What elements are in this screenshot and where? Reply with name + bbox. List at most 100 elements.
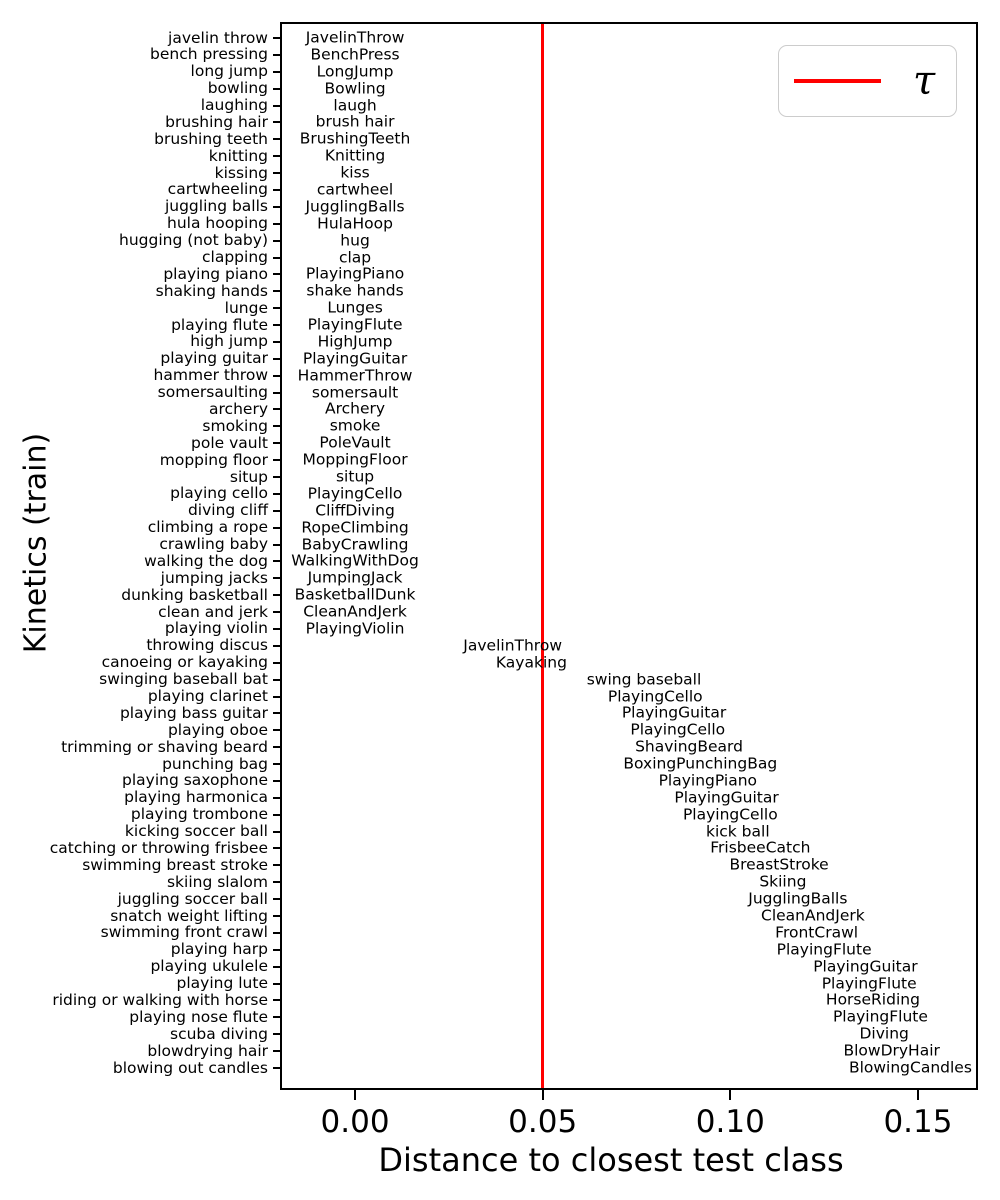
y-tick-label: swimming front crawl xyxy=(100,923,268,942)
y-tick-label: blowing out candles xyxy=(112,1058,268,1077)
y-tick-label: blowdrying hair xyxy=(147,1041,268,1060)
tau-threshold-line xyxy=(541,24,545,1088)
y-tick-label: archery xyxy=(209,399,268,418)
y-axis-label: Kinetics (train) xyxy=(18,432,54,654)
annotation-closest-test-class: PlayingFlute xyxy=(776,940,872,959)
annotation-closest-test-class: RopeClimbing xyxy=(301,518,409,537)
y-tick-mark xyxy=(273,37,281,39)
annotation-closest-test-class: BlowingCandles xyxy=(848,1058,972,1077)
annotation-closest-test-class: Skiing xyxy=(759,872,807,891)
y-tick-mark xyxy=(273,1050,281,1053)
y-tick-mark xyxy=(273,678,281,681)
y-tick-label: playing bass guitar xyxy=(119,703,268,722)
y-tick-label: playing harp xyxy=(170,940,268,959)
y-tick-label: playing saxophone xyxy=(122,771,268,790)
y-tick-label: clean and jerk xyxy=(158,602,268,621)
y-tick-mark xyxy=(273,442,281,445)
y-tick-label: climbing a rope xyxy=(147,518,268,537)
annotation-closest-test-class: CliffDiving xyxy=(315,501,395,520)
y-tick-label: canoeing or kayaking xyxy=(101,653,268,672)
y-tick-mark xyxy=(273,425,281,428)
x-tick-mark xyxy=(354,1090,357,1100)
y-tick-mark xyxy=(273,594,281,597)
y-tick-label: somersaulting xyxy=(157,383,268,402)
annotation-closest-test-class: kick ball xyxy=(705,822,770,841)
annotation-closest-test-class: ShavingBeard xyxy=(635,737,743,756)
annotation-closest-test-class: PlayingFlute xyxy=(821,974,917,993)
annotation-closest-test-class: PoleVault xyxy=(319,433,391,452)
x-tick-mark xyxy=(541,1090,544,1100)
annotation-closest-test-class: BreastStroke xyxy=(729,855,829,874)
y-tick-mark xyxy=(273,1016,281,1019)
y-tick-mark xyxy=(273,459,281,462)
annotation-closest-test-class: PlayingPiano xyxy=(658,771,758,790)
y-tick-mark xyxy=(273,915,281,918)
annotation-closest-test-class: MoppingFloor xyxy=(302,450,408,469)
y-tick-mark xyxy=(273,543,281,546)
y-tick-label: crawling baby xyxy=(159,535,268,554)
y-tick-mark xyxy=(273,222,281,225)
y-tick-mark xyxy=(273,138,281,141)
y-tick-label: jumping jacks xyxy=(160,568,268,587)
y-tick-label: brushing hair xyxy=(165,112,268,131)
y-tick-mark xyxy=(273,357,281,360)
y-tick-mark xyxy=(273,830,281,833)
y-tick-label: brushing teeth xyxy=(154,129,268,148)
y-tick-mark xyxy=(273,205,281,208)
annotation-closest-test-class: JavelinThrow xyxy=(463,636,563,655)
annotation-closest-test-class: situp xyxy=(335,467,375,486)
legend: τ xyxy=(778,45,957,117)
y-tick-mark xyxy=(273,931,281,934)
y-tick-label: high jump xyxy=(190,332,268,351)
y-tick-mark xyxy=(273,729,281,732)
y-tick-label: bench pressing xyxy=(150,45,268,64)
annotation-closest-test-class: PlayingFlute xyxy=(307,315,403,334)
y-tick-mark xyxy=(273,1033,281,1036)
y-tick-mark xyxy=(273,273,281,276)
y-tick-label: riding or walking with horse xyxy=(52,990,268,1009)
annotation-closest-test-class: JugglingBalls xyxy=(748,889,848,908)
y-tick-label: throwing discus xyxy=(146,636,268,655)
y-tick-mark xyxy=(273,307,281,310)
y-tick-mark xyxy=(273,476,281,479)
y-tick-mark xyxy=(273,509,281,512)
y-tick-label: long jump xyxy=(190,62,268,81)
y-tick-label: clapping xyxy=(202,248,268,266)
y-tick-mark xyxy=(273,172,281,175)
x-tick-label: 0.10 xyxy=(695,1104,765,1140)
annotation-closest-test-class: PlayingPiano xyxy=(305,264,405,283)
y-tick-mark xyxy=(273,864,281,867)
y-tick-label: swinging baseball bat xyxy=(99,670,268,689)
annotation-closest-test-class: somersault xyxy=(311,383,399,402)
annotation-closest-test-class: Diving xyxy=(859,1024,909,1043)
y-tick-label: walking the dog xyxy=(144,551,268,570)
annotation-closest-test-class: PlayingCello xyxy=(630,720,726,739)
y-tick-mark xyxy=(273,560,281,563)
y-tick-label: knitting xyxy=(208,146,268,165)
annotation-closest-test-class: FrisbeeCatch xyxy=(710,838,811,857)
annotation-closest-test-class: brush hair xyxy=(315,112,395,131)
y-tick-mark xyxy=(273,526,281,529)
annotation-closest-test-class: BabyCrawling xyxy=(301,535,409,554)
y-tick-mark xyxy=(273,763,281,766)
annotation-closest-test-class: BasketballDunk xyxy=(294,585,416,604)
annotation-closest-test-class: BrushingTeeth xyxy=(299,129,411,148)
y-tick-mark xyxy=(273,881,281,884)
annotation-closest-test-class: Knitting xyxy=(324,146,386,165)
y-tick-mark xyxy=(273,374,281,377)
y-tick-mark xyxy=(273,965,281,968)
y-tick-mark xyxy=(273,898,281,901)
y-tick-mark xyxy=(273,53,281,56)
y-tick-mark xyxy=(273,813,281,816)
y-tick-label: swimming breast stroke xyxy=(82,855,268,874)
annotation-closest-test-class: cartwheel xyxy=(316,180,394,199)
annotation-closest-test-class: PlayingGuitar xyxy=(621,703,727,722)
y-tick-label: scuba diving xyxy=(170,1024,268,1043)
y-tick-mark xyxy=(273,779,281,782)
y-tick-label: pole vault xyxy=(191,433,268,452)
y-tick-label: dunking basketball xyxy=(121,585,268,604)
x-tick-mark xyxy=(916,1090,919,1100)
y-tick-label: playing flute xyxy=(171,315,268,334)
y-tick-label: playing trombone xyxy=(130,805,268,824)
annotation-closest-test-class: HorseRiding xyxy=(825,990,920,1009)
